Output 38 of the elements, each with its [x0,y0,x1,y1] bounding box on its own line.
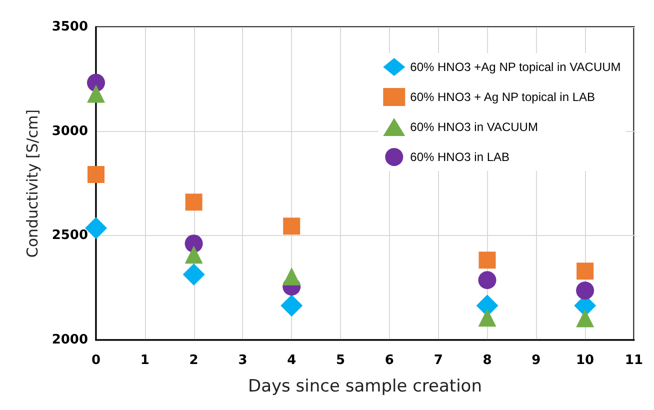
point [576,282,594,300]
x-tick-label: 1 [140,353,150,368]
x-tick-label: 5 [336,353,346,368]
point [478,252,496,269]
point [280,294,303,317]
x-axis-title: Days since sample creation [248,376,482,396]
x-tick-label: 9 [532,353,541,368]
x-tick-label: 6 [384,353,394,368]
x-tick-label: 11 [624,353,643,368]
legend-label: 60% HNO3 + Ag NP topical in LAB [410,90,596,104]
point [88,166,104,184]
y-axis-title: Conductivity [S/cm] [24,109,42,258]
point [478,308,496,327]
y-tick-label: 2000 [52,332,88,348]
legend-label: 60% HNO3 in VACUUM [410,120,538,134]
point [87,74,105,92]
point [282,267,301,286]
point [576,262,594,280]
point [87,84,105,103]
x-tick-label: 2 [189,353,198,368]
legend-label: 60% HNO3 +Ag NP topical in VACUUM [410,60,621,74]
y-tick-label: 3500 [52,20,88,34]
x-tick-label: 7 [434,353,443,368]
point [185,194,202,211]
x-tick-label: 0 [91,353,101,368]
x-tick-label: 4 [287,353,296,368]
point [182,263,205,286]
point [184,234,203,253]
point [184,246,203,264]
y-tick-label: 3000 [52,124,88,139]
y-tick-label: 2500 [52,228,88,244]
x-tick-label: 3 [238,353,248,368]
point [576,309,594,328]
point [283,218,300,235]
x-tick-label: 8 [482,353,492,368]
legend-label: 60% HNO3 in LAB [410,150,510,164]
x-tick-label: 10 [576,353,594,368]
point [478,271,496,290]
